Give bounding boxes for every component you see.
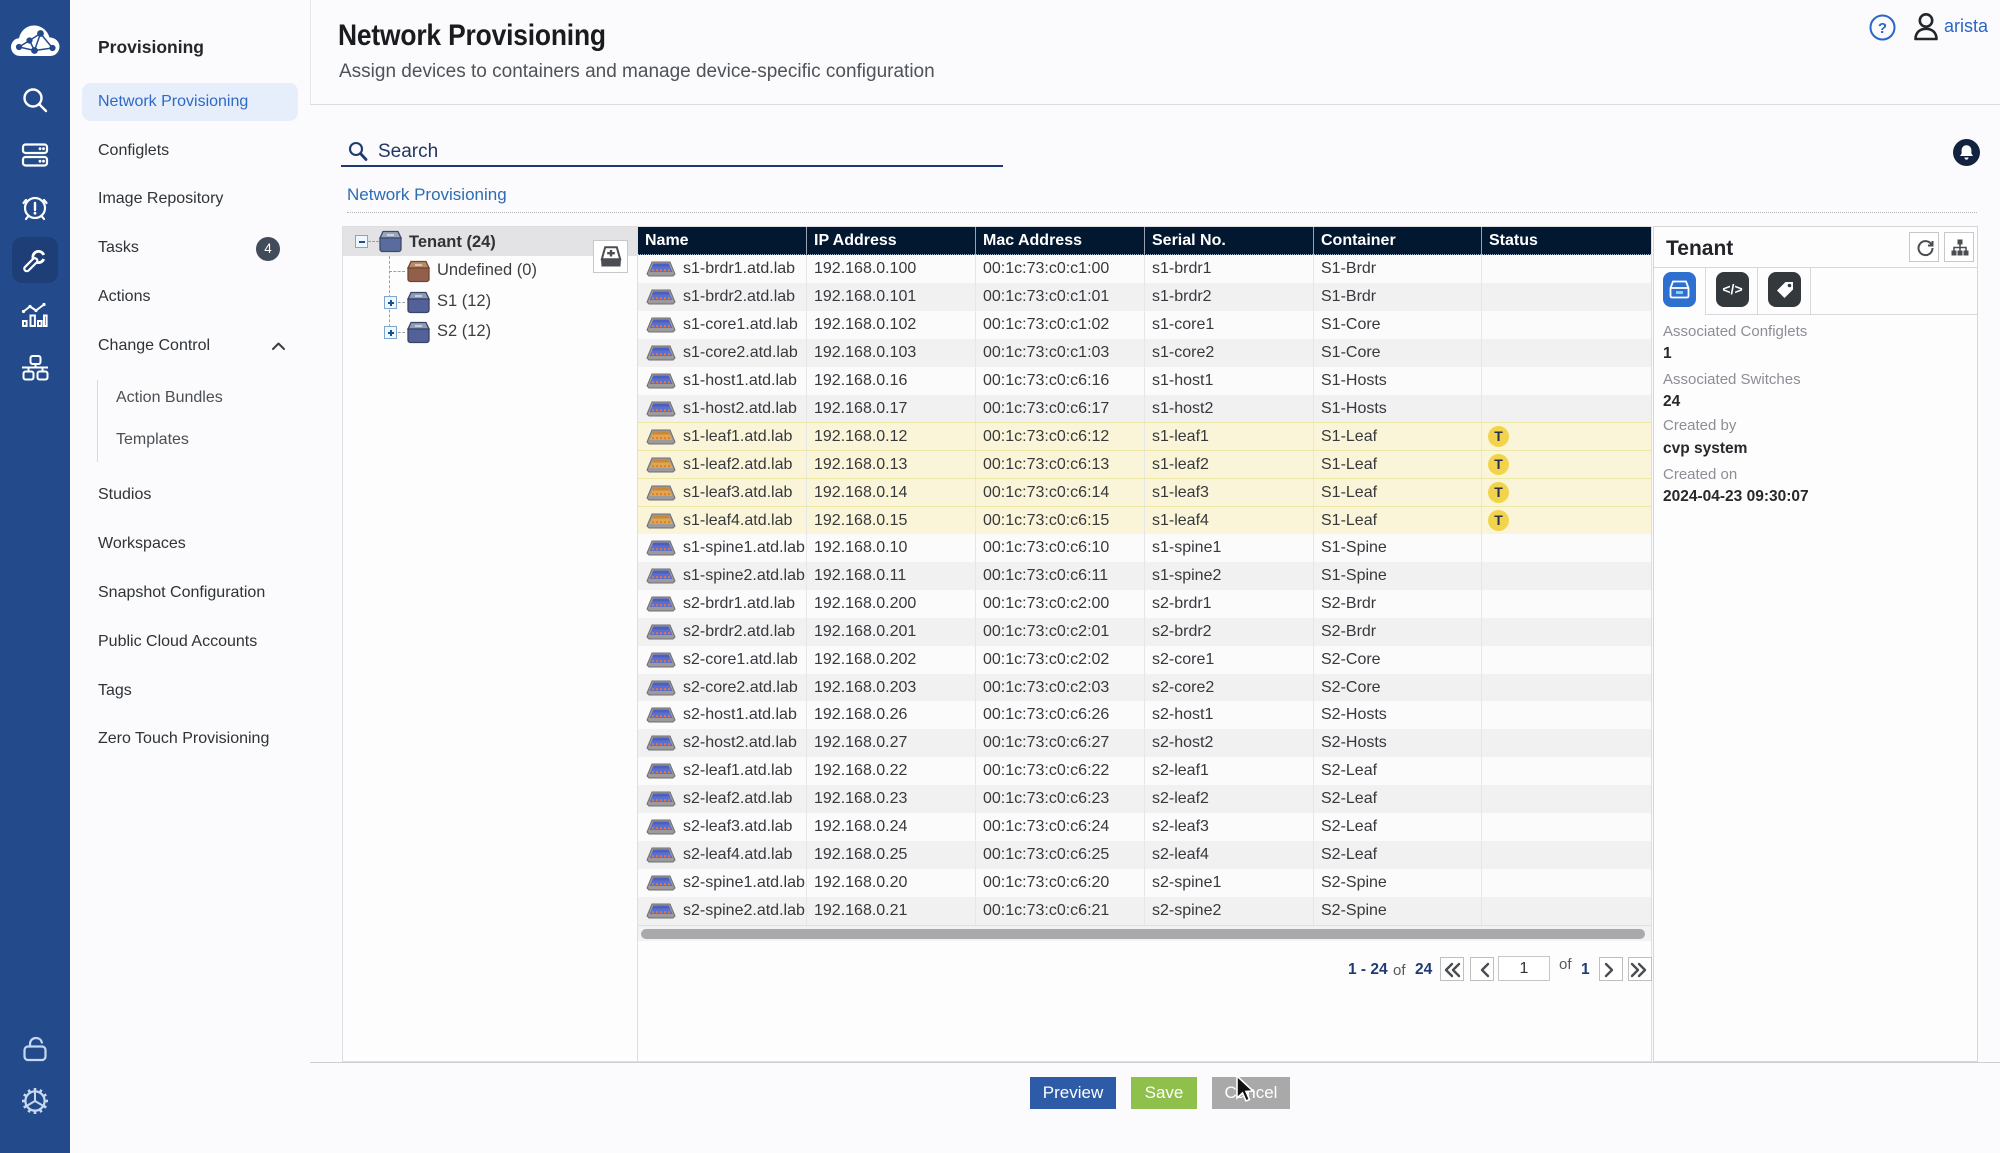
svg-text:?: ?: [1878, 20, 1887, 37]
